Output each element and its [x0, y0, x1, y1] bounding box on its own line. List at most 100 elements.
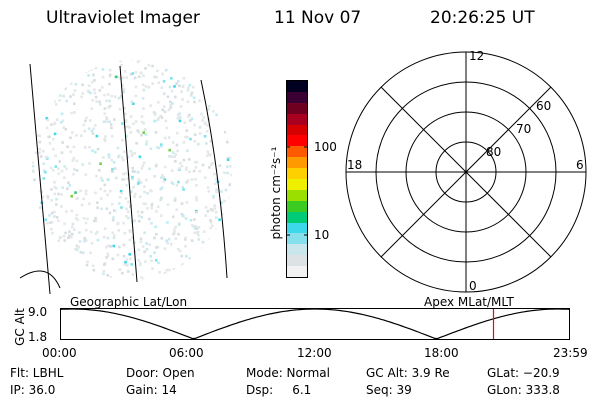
emission-pixel	[184, 238, 187, 241]
emission-pixel	[220, 62, 223, 66]
emission-pixel	[206, 154, 209, 158]
emission-pixel	[231, 131, 232, 135]
emission-pixel	[198, 170, 202, 173]
emission-pixel	[144, 202, 148, 206]
emission-pixel	[154, 225, 157, 229]
emission-pixel	[219, 246, 223, 249]
emission-pixel	[228, 225, 232, 228]
emission-pixel	[74, 191, 77, 194]
polar-label-left: 18	[347, 158, 362, 172]
emission-pixel	[185, 181, 188, 184]
emission-pixel	[68, 70, 71, 74]
emission-pixel	[209, 208, 213, 211]
emission-pixel	[34, 228, 37, 231]
emission-pixel	[207, 104, 211, 108]
colorbar-segment	[287, 80, 307, 92]
emission-pixel	[122, 87, 126, 91]
emission-pixel	[101, 75, 105, 79]
timeline-right-title: Apex MLat/MLT	[424, 295, 514, 309]
emission-pixel	[71, 232, 74, 236]
emission-pixel	[85, 263, 89, 267]
emission-pixel	[190, 94, 193, 97]
emission-pixel	[154, 164, 158, 168]
emission-pixel	[115, 60, 118, 61]
emission-pixel	[134, 85, 138, 89]
emission-pixel	[94, 232, 98, 236]
emission-pixel	[41, 75, 44, 78]
emission-pixel	[185, 129, 189, 132]
emission-pixel	[148, 217, 151, 221]
emission-pixel	[131, 60, 134, 61]
emission-pixel	[156, 146, 159, 149]
emission-pixel	[92, 269, 96, 272]
emission-pixel	[152, 111, 156, 114]
emission-pixel	[172, 215, 175, 219]
emission-pixel	[129, 285, 132, 288]
emission-pixel	[175, 208, 178, 211]
emission-pixel	[107, 155, 111, 159]
emission-pixel	[28, 281, 31, 284]
emission-pixel	[225, 75, 229, 79]
emission-pixel	[177, 80, 180, 83]
emission-pixel	[55, 81, 58, 85]
emission-pixel	[68, 282, 71, 285]
emission-pixel	[60, 205, 63, 208]
emission-pixel	[55, 270, 59, 273]
emission-pixel	[53, 121, 57, 125]
emission-pixel	[153, 175, 156, 178]
emission-pixel	[40, 75, 43, 79]
emission-pixel	[173, 228, 176, 232]
emission-pixel	[26, 159, 29, 162]
emission-pixel	[40, 55, 43, 58]
emission-pixel	[91, 264, 95, 268]
emission-pixel	[90, 68, 93, 71]
emission-pixel	[69, 95, 72, 98]
emission-pixel	[84, 119, 87, 123]
emission-pixel	[125, 215, 128, 218]
emission-pixel	[32, 220, 33, 224]
emission-pixel	[63, 165, 66, 168]
polar-ring-label-80: 80	[486, 145, 501, 159]
emission-pixel	[145, 247, 149, 251]
emission-pixel	[32, 257, 36, 260]
emission-pixel	[192, 80, 195, 83]
emission-pixel	[231, 271, 232, 274]
emission-pixel	[109, 245, 112, 248]
emission-pixel	[159, 187, 163, 191]
emission-pixel	[142, 161, 146, 165]
emission-pixel	[211, 162, 214, 165]
emission-pixel	[230, 173, 232, 177]
info-door: Door: Open	[126, 366, 195, 380]
emission-pixel	[186, 89, 190, 92]
emission-pixel	[34, 97, 38, 101]
emission-pixel	[229, 257, 232, 260]
emission-pixel	[58, 254, 61, 258]
emission-pixel	[215, 190, 218, 194]
emission-pixel	[174, 153, 178, 156]
timeline-x-tick-4: 23:59	[553, 346, 588, 360]
emission-pixel	[75, 159, 79, 163]
emission-pixel	[57, 172, 61, 175]
emission-pixel	[197, 238, 201, 241]
emission-pixel	[76, 63, 80, 67]
emission-pixel	[26, 118, 29, 121]
emission-pixel	[96, 147, 100, 151]
emission-pixel	[223, 199, 226, 203]
emission-pixel	[188, 257, 191, 260]
emission-pixel	[96, 230, 99, 234]
emission-pixel	[73, 168, 76, 171]
emission-pixel	[211, 224, 214, 227]
emission-pixel	[29, 84, 32, 87]
emission-pixel	[189, 219, 193, 222]
emission-pixel	[44, 229, 48, 233]
emission-pixel	[106, 273, 109, 277]
emission-pixel	[71, 222, 75, 226]
emission-pixel	[26, 169, 29, 172]
emission-pixel	[196, 262, 200, 266]
emission-pixel	[41, 149, 45, 153]
emission-pixel	[54, 82, 57, 85]
emission-pixel	[189, 119, 192, 122]
emission-pixel	[73, 111, 76, 114]
emission-pixel	[126, 155, 130, 159]
emission-pixel	[201, 119, 205, 122]
